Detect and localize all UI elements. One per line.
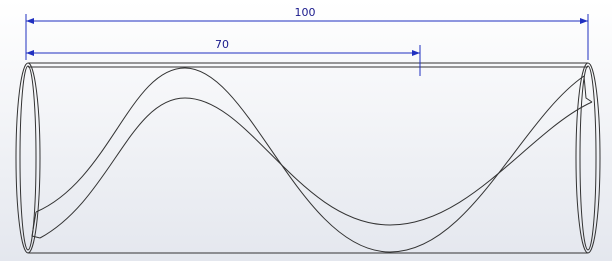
dimension-label: 70 [215, 38, 229, 51]
dimension-label: 100 [295, 6, 316, 19]
cad-viewport: 100 70 [0, 0, 612, 261]
background [0, 0, 612, 261]
page: 100 70 (() => { const data = JSON.parse(… [0, 0, 612, 261]
